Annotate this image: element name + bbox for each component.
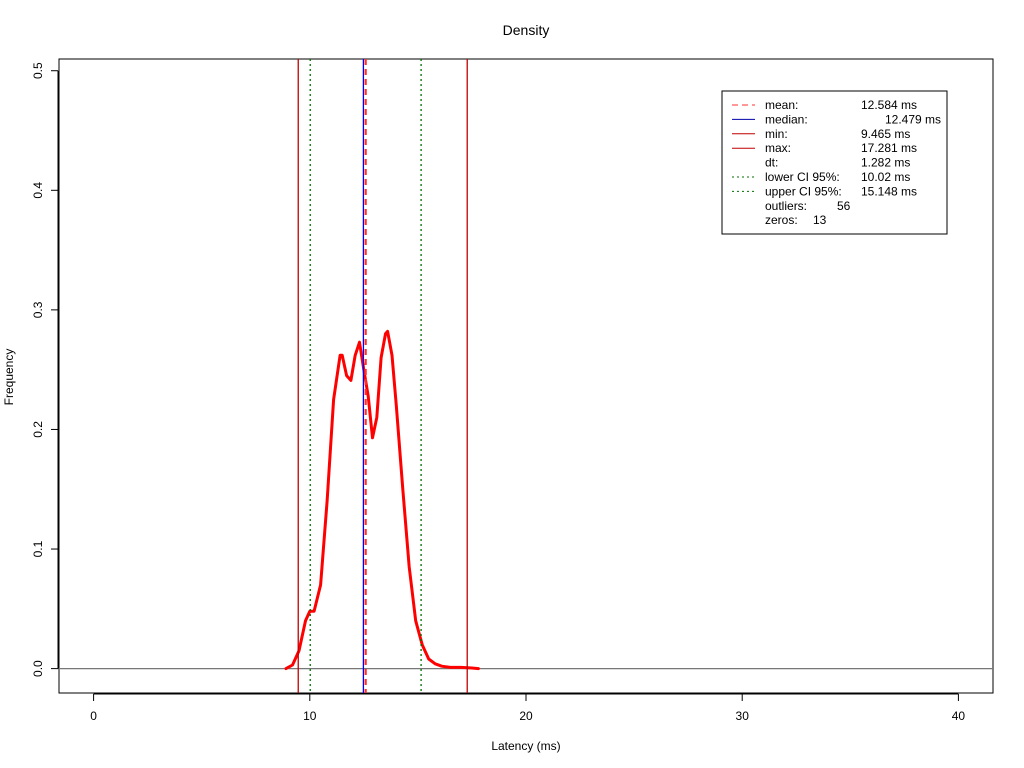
legend: mean: 12.584 ms median: 12.479 ms min: 9.465 …	[721, 90, 948, 235]
legend-label: outliers:	[765, 199, 807, 213]
legend-value: 12.479 ms	[885, 112, 941, 126]
legend-label: min:	[765, 127, 788, 141]
legend-value: 1.282 ms	[861, 156, 910, 170]
legend-label: lower CI 95%:	[765, 170, 840, 184]
legend-label: upper CI 95%:	[765, 184, 842, 198]
y-tick-label: 0.0	[31, 660, 45, 677]
legend-value: 56	[837, 199, 851, 213]
y-tick-label: 0.1	[31, 540, 45, 557]
y-tick-label: 0.5	[31, 62, 45, 79]
legend-value: 10.02 ms	[861, 170, 910, 184]
legend-label: mean:	[765, 98, 798, 112]
x-axis-label: Latency (ms)	[491, 739, 560, 753]
legend-value: 9.465 ms	[861, 127, 910, 141]
y-tick-label: 0.4	[31, 182, 45, 199]
x-tick-label: 0	[90, 709, 97, 723]
legend-value: 15.148 ms	[861, 184, 917, 198]
plot-frame	[58, 58, 994, 694]
legend-value: 12.584 ms	[861, 98, 917, 112]
legend-label: max:	[765, 141, 791, 155]
chart-title: Density	[503, 22, 550, 38]
density-curve	[284, 329, 480, 671]
legend-value: 17.281 ms	[861, 141, 917, 155]
y-tick-label: 0.3	[31, 301, 45, 318]
x-tick-label: 40	[952, 709, 966, 723]
plot-layer	[59, 59, 993, 693]
legend-label: zeros:	[765, 213, 798, 227]
y-tick-label: 0.2	[31, 421, 45, 438]
x-tick-label: 10	[303, 709, 317, 723]
legend-label: median:	[765, 112, 808, 126]
y-axis-label: Frequency	[2, 349, 16, 406]
x-tick-label: 30	[736, 709, 750, 723]
legend-box	[721, 90, 948, 235]
legend-label: dt:	[765, 156, 778, 170]
axes-layer: 0 10 20 30 40 0.0 0.1 0.2 0.3 0.4 0.5	[31, 62, 965, 723]
legend-value: 13	[813, 213, 827, 227]
x-tick-label: 20	[519, 709, 533, 723]
